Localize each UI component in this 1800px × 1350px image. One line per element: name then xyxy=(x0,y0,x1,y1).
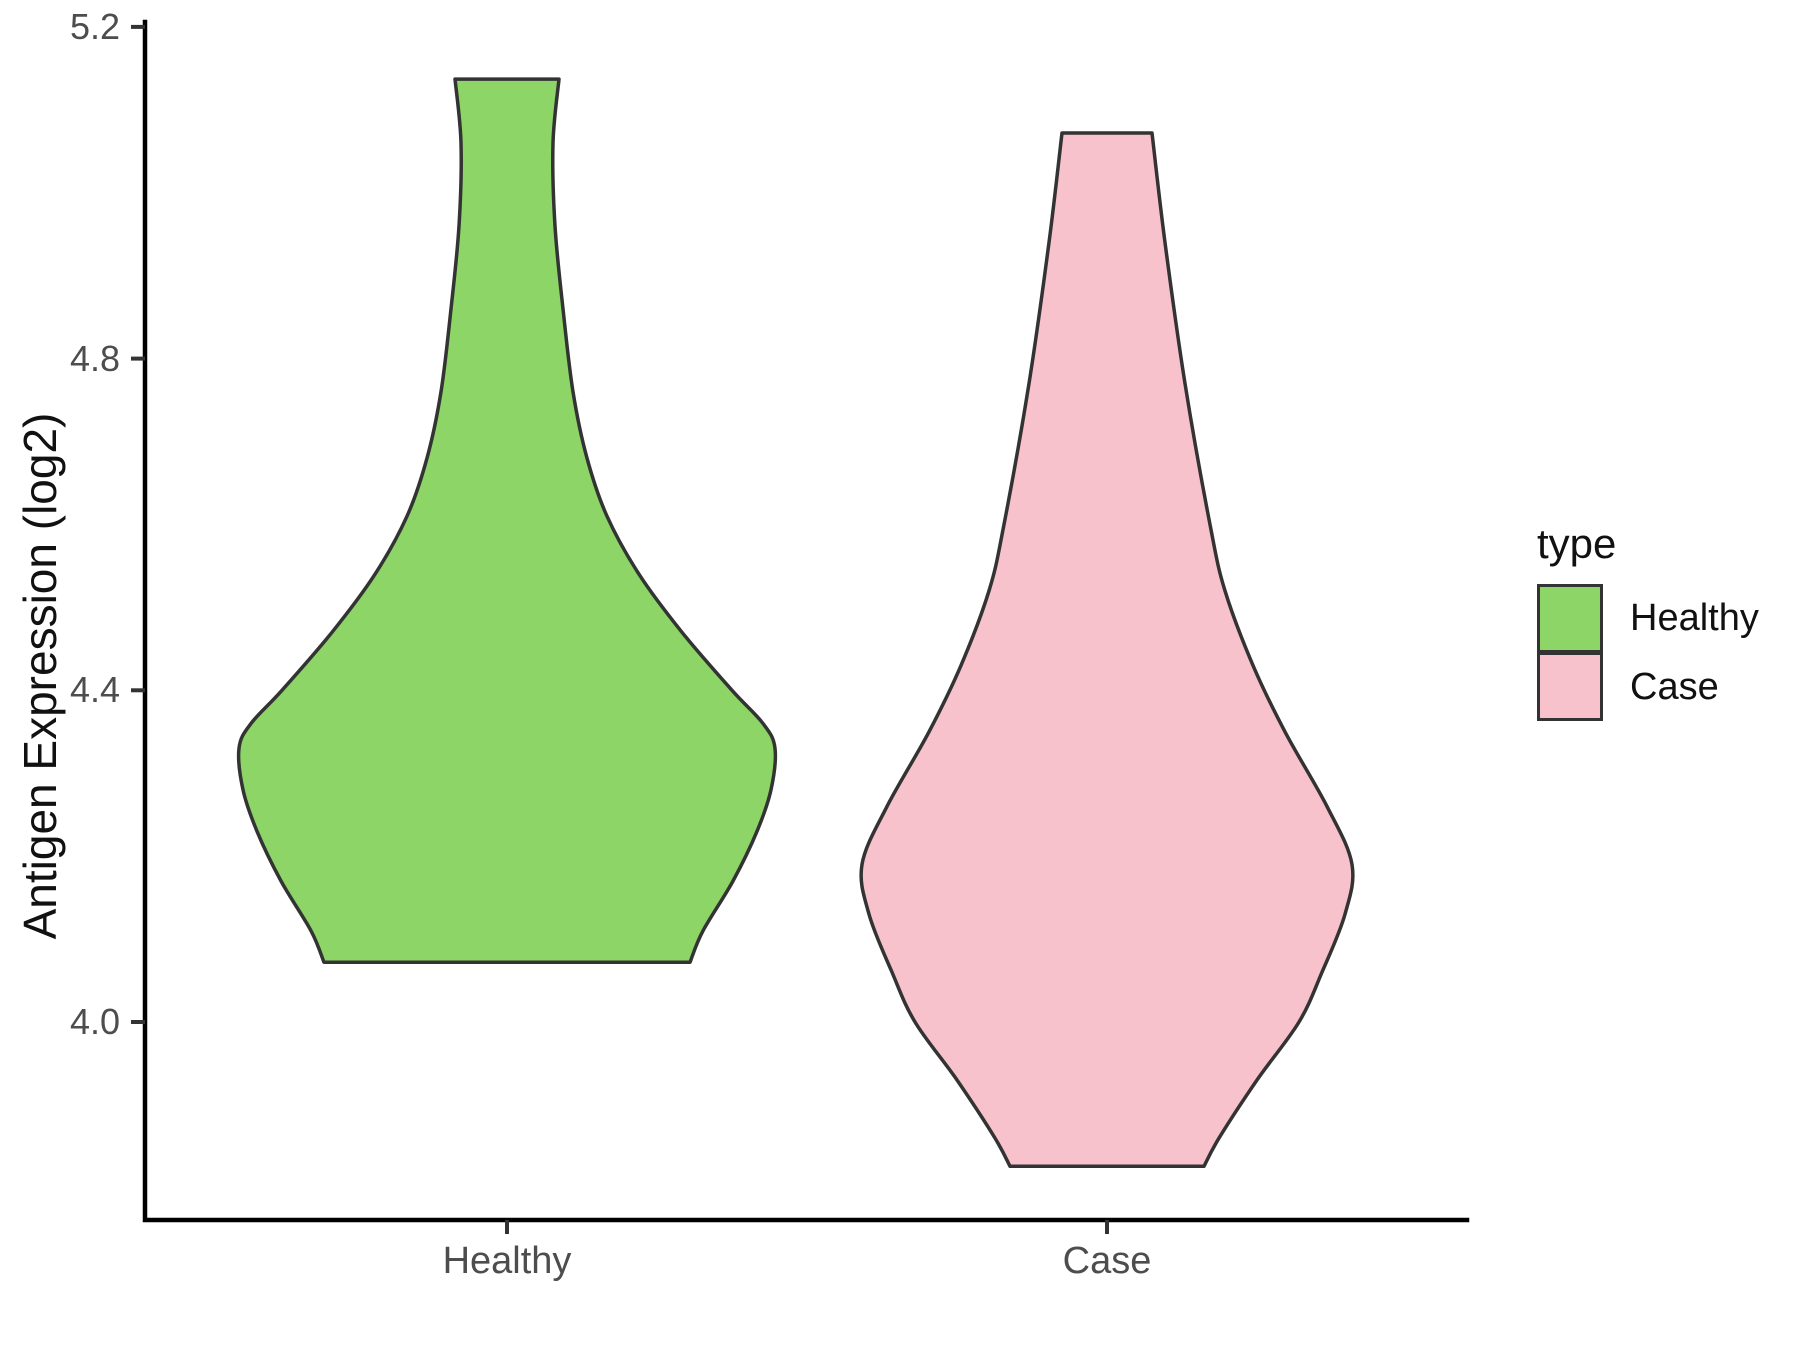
y-tick-label-5-2: 5.2 xyxy=(69,5,120,47)
x-tick-label-case: Case xyxy=(1062,1240,1152,1282)
legend-label-case: Case xyxy=(1630,666,1719,708)
y-tick-label-4-8: 4.8 xyxy=(69,337,120,379)
axis-lines xyxy=(142,19,1470,1223)
x-tick-label-healthy: Healthy xyxy=(442,1240,572,1282)
legend-label-healthy: Healthy xyxy=(1630,597,1759,639)
violin-case xyxy=(859,131,1355,1169)
legend-swatch-case xyxy=(1537,651,1603,721)
y-tick-label-4-4: 4.4 xyxy=(69,669,120,711)
legend: type Healthy Case xyxy=(1537,522,1759,722)
legend-item-healthy: Healthy xyxy=(1537,584,1759,653)
legend-title: type xyxy=(1537,520,1617,567)
legend-item-case: Case xyxy=(1537,651,1759,722)
violin-healthy xyxy=(236,77,778,965)
legend-swatch-healthy xyxy=(1537,584,1603,653)
y-tick-label-4-0: 4.0 xyxy=(69,1001,120,1042)
